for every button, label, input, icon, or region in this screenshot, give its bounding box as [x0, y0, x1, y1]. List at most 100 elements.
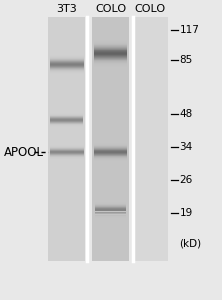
Bar [50, 72, 83, 73]
Bar [94, 47, 127, 48]
Bar [94, 152, 127, 153]
Bar [50, 68, 83, 69]
Bar [50, 76, 83, 77]
Bar [94, 165, 127, 166]
Bar [94, 158, 127, 159]
Bar [94, 163, 127, 164]
Bar [50, 54, 83, 55]
Bar [94, 54, 127, 55]
Text: 19: 19 [179, 208, 193, 218]
Bar [94, 32, 127, 33]
Text: 48: 48 [179, 109, 193, 119]
Bar [94, 40, 127, 41]
Bar [94, 69, 127, 70]
Bar [50, 73, 83, 74]
Bar [94, 149, 127, 150]
Bar [50, 60, 83, 61]
Bar [94, 74, 127, 75]
Bar [94, 56, 127, 57]
Text: 85: 85 [179, 55, 193, 65]
Bar [50, 65, 83, 66]
Bar [50, 75, 83, 76]
Bar [94, 141, 127, 142]
Bar [50, 71, 83, 72]
Bar [94, 61, 127, 62]
Bar [94, 40, 127, 41]
Bar [48, 16, 85, 261]
Bar [94, 155, 127, 156]
Bar [50, 61, 83, 62]
Bar [50, 79, 83, 80]
Bar [94, 75, 127, 76]
Bar [94, 41, 127, 42]
Bar [94, 150, 127, 151]
Bar [94, 71, 127, 72]
Bar [50, 55, 83, 56]
Bar [94, 139, 127, 140]
Bar [94, 58, 127, 59]
Bar [94, 72, 127, 73]
Bar [50, 56, 83, 57]
Bar [94, 157, 127, 158]
Bar [94, 44, 127, 45]
Bar [50, 64, 83, 65]
Bar [94, 33, 127, 34]
Bar [94, 154, 127, 155]
Bar [94, 65, 127, 66]
Bar [50, 48, 83, 49]
Bar [94, 67, 127, 68]
Bar [94, 42, 127, 43]
Bar [94, 38, 127, 39]
Bar [94, 162, 127, 163]
Bar [50, 74, 83, 75]
Bar [94, 145, 127, 146]
Bar [94, 57, 127, 58]
Bar [94, 159, 127, 160]
Bar [94, 51, 127, 52]
Text: COLO: COLO [135, 4, 166, 14]
Bar [94, 66, 127, 67]
Bar [133, 16, 168, 261]
Bar [94, 138, 127, 139]
Bar [94, 59, 127, 60]
Bar [94, 143, 127, 144]
Bar [94, 160, 127, 161]
Bar [50, 49, 83, 50]
Bar [50, 67, 83, 68]
Text: COLO: COLO [95, 4, 126, 14]
Bar [94, 39, 127, 40]
Bar [94, 61, 127, 62]
Bar [50, 51, 83, 52]
Bar [50, 66, 83, 67]
Text: 117: 117 [179, 25, 199, 35]
Bar [94, 31, 127, 32]
Bar [94, 144, 127, 145]
Bar [94, 55, 127, 56]
Bar [94, 52, 127, 53]
Bar [94, 160, 127, 161]
Bar [94, 147, 127, 148]
Bar [94, 53, 127, 54]
Bar [94, 48, 127, 49]
Bar [94, 161, 127, 162]
Bar [94, 68, 127, 69]
Bar [50, 50, 83, 51]
Bar [94, 137, 127, 138]
Bar [94, 63, 127, 64]
Text: (kD): (kD) [179, 238, 202, 248]
Bar [50, 80, 83, 81]
Bar [94, 156, 127, 157]
Bar [94, 164, 127, 165]
Text: 3T3: 3T3 [56, 4, 77, 14]
Bar [94, 37, 127, 38]
Bar [94, 140, 127, 141]
Bar [94, 70, 127, 71]
Bar [94, 154, 127, 155]
Bar [50, 62, 83, 63]
Bar [50, 59, 83, 60]
Bar [94, 153, 127, 154]
Bar [94, 64, 127, 65]
Bar [94, 151, 127, 152]
Bar [94, 166, 127, 167]
Bar [94, 34, 127, 35]
